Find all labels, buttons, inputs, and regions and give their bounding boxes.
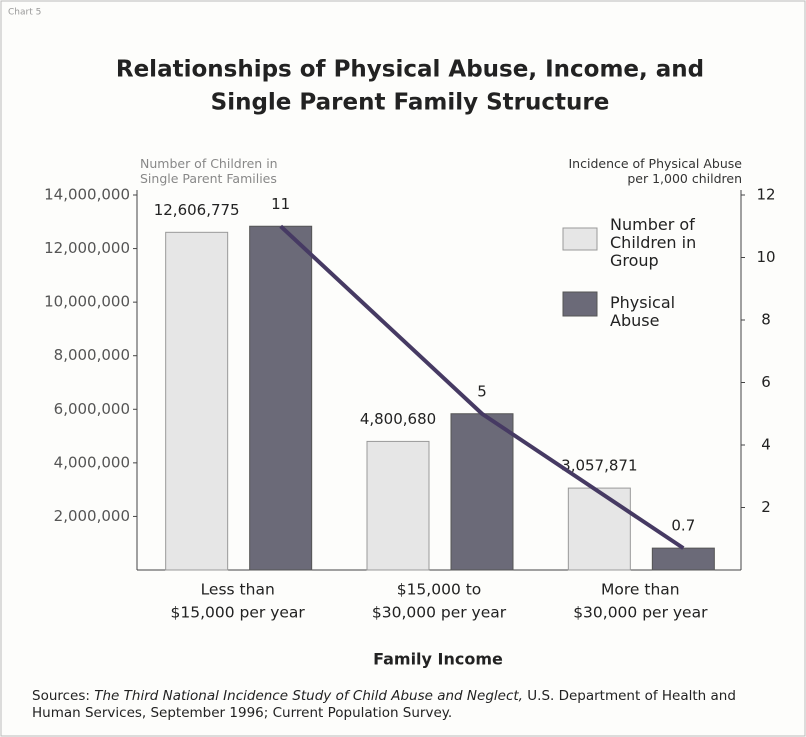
y-tick-label: 6,000,000 <box>54 400 130 418</box>
y2-tick-label: 10 <box>756 248 775 266</box>
legend-swatch <box>562 291 598 317</box>
y2-tick-label: 4 <box>761 436 771 454</box>
bar <box>249 225 313 571</box>
x-axis-label: Family Income <box>373 650 503 669</box>
y-tick-label: 10,000,000 <box>44 293 130 311</box>
y-tick-label: 8,000,000 <box>54 346 130 364</box>
sources-rest: U.S. Department of Health and Human Serv… <box>32 688 736 721</box>
legend-label: Physical Abuse <box>610 293 676 330</box>
chart-title: Relationships of Physical Abuse, Income,… <box>116 57 704 83</box>
data-label: 4,800,680 <box>360 410 436 428</box>
chart-title: Single Parent Family Structure <box>211 90 610 116</box>
x-tick-label: More than <box>601 581 680 599</box>
data-label: 11 <box>271 195 290 213</box>
x-tick-label: $15,000 per year <box>171 604 306 622</box>
y2-tick-label: 2 <box>761 498 771 516</box>
bar <box>450 413 514 571</box>
y-axis-label: Number of Children in Single Parent Fami… <box>140 156 278 186</box>
legend-label: Number of Children in Group <box>610 215 697 270</box>
bar <box>651 547 715 571</box>
trend-line <box>279 224 685 550</box>
data-label: 5 <box>477 382 487 400</box>
data-label: 0.7 <box>671 517 695 535</box>
chart-label: Chart 5 <box>8 8 41 18</box>
x-tick-label: $30,000 per year <box>573 604 708 622</box>
bar <box>567 487 631 571</box>
legend-swatch <box>562 227 598 251</box>
bar <box>165 231 229 571</box>
x-tick-label: $30,000 per year <box>372 604 507 622</box>
x-tick-label: $15,000 to <box>397 581 482 599</box>
y-tick-label: 4,000,000 <box>54 453 130 471</box>
data-label: 3,057,871 <box>561 457 637 475</box>
y2-axis-label: Incidence of Physical Abuse per 1,000 ch… <box>568 156 743 186</box>
y-tick-label: 12,000,000 <box>44 239 130 257</box>
x-tick-label: Less than <box>201 581 275 599</box>
y-tick-label: 2,000,000 <box>54 507 130 525</box>
y2-tick-label: 12 <box>756 186 775 204</box>
y2-tick-label: 8 <box>761 311 771 329</box>
sources-citation: The Third National Incidence Study of Ch… <box>94 688 523 704</box>
data-label: 12,606,775 <box>154 201 240 219</box>
sources: Sources: The Third National Incidence St… <box>32 688 752 722</box>
sources-label: Sources: <box>32 688 90 704</box>
bar <box>366 440 430 571</box>
y2-tick-label: 6 <box>761 373 771 391</box>
y-tick-label: 14,000,000 <box>44 186 130 204</box>
